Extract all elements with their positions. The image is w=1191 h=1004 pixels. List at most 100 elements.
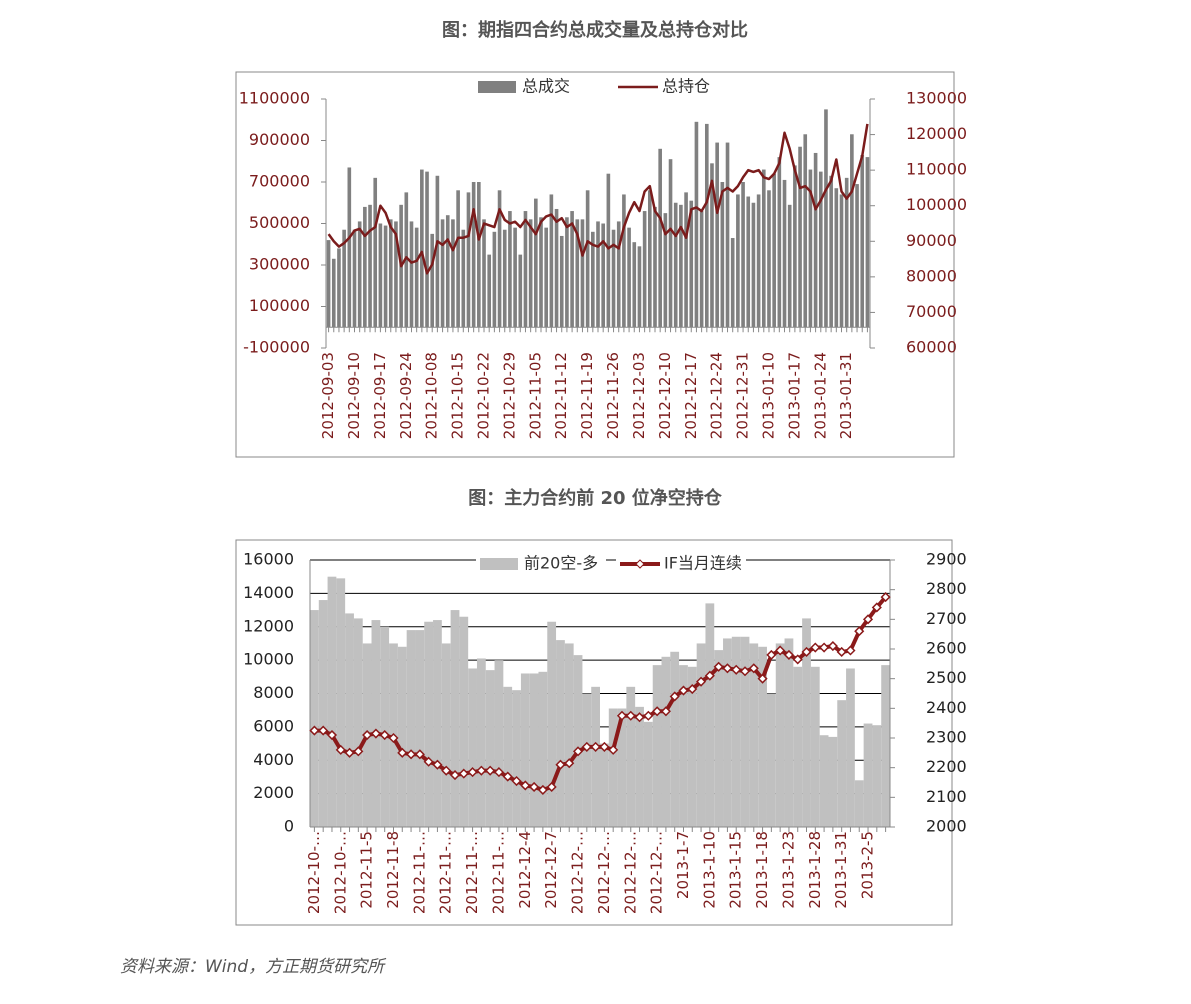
bar — [766, 693, 776, 827]
bar — [440, 219, 445, 328]
bar — [327, 576, 337, 827]
marker — [810, 642, 821, 653]
bar — [534, 198, 538, 328]
x-tick-label: 2013-1-31 — [832, 831, 850, 909]
bar — [617, 708, 627, 827]
bar — [818, 171, 823, 328]
x-tick-label: 2012-09-03 — [319, 352, 337, 439]
legend-box — [616, 553, 746, 575]
y-tick-label: 14000 — [243, 583, 294, 602]
bar — [736, 194, 740, 328]
bar — [342, 229, 346, 328]
marker — [678, 685, 689, 696]
bar — [658, 148, 662, 328]
bar — [394, 221, 398, 328]
x-tick-label: 2012-11-05 — [526, 352, 544, 439]
bar — [565, 217, 569, 328]
y-tick-label: 100000 — [249, 296, 310, 315]
x-tick-label: 2012-10-… — [305, 831, 323, 914]
bar — [468, 668, 477, 827]
y-tick-label: 500000 — [249, 213, 310, 232]
x-tick-label: 2012-09-17 — [371, 352, 389, 439]
marker — [757, 673, 768, 684]
y2-tick-label: 90000 — [906, 231, 957, 250]
x-tick-label: 2012-11-8 — [384, 831, 402, 909]
bar — [528, 219, 533, 328]
bar — [459, 616, 469, 827]
x-tick-label: 2012-12-… — [569, 831, 587, 914]
bar — [635, 706, 644, 827]
marker — [766, 649, 777, 660]
marker — [616, 710, 628, 721]
x-tick-label: 2013-01-31 — [837, 352, 855, 439]
marker — [748, 663, 759, 674]
bar — [326, 240, 331, 328]
marker — [634, 712, 645, 723]
bar — [485, 670, 495, 827]
x-tick-label: 2013-1-23 — [779, 831, 797, 909]
marker — [643, 710, 654, 721]
marker — [370, 728, 381, 739]
marker — [687, 683, 698, 695]
x-tick-label: 2013-01-17 — [785, 352, 803, 439]
y-tick-label: 1100000 — [239, 89, 310, 108]
x-tick-label: 2012-12-10 — [656, 352, 674, 439]
y2-tick-label: 2400 — [926, 698, 967, 717]
marker — [669, 691, 680, 702]
bar — [383, 225, 388, 328]
bar — [860, 155, 865, 328]
bar — [813, 152, 818, 328]
bar — [661, 656, 671, 827]
bar — [580, 219, 585, 328]
bar — [477, 182, 481, 328]
bar — [508, 211, 512, 328]
y-tick-label: 16000 — [243, 550, 294, 569]
chart-title: 图：主力合约前 20 位净空持仓 — [468, 487, 723, 509]
bar — [846, 668, 855, 827]
bar — [647, 190, 652, 328]
bar — [767, 190, 771, 328]
bar — [653, 206, 657, 328]
bar — [368, 204, 372, 328]
bar — [802, 618, 811, 827]
marker — [388, 732, 399, 744]
bar — [549, 194, 554, 328]
bar — [793, 666, 803, 827]
bar — [435, 175, 440, 328]
bar — [424, 621, 434, 827]
marker — [529, 781, 540, 793]
bar — [451, 219, 455, 328]
y2-tick-label: 120000 — [906, 124, 967, 143]
bar — [684, 192, 688, 328]
marker — [695, 676, 707, 687]
x-tick-label: 2012-10-29 — [500, 352, 518, 439]
bar — [642, 211, 647, 328]
bar — [663, 213, 668, 328]
bar — [456, 190, 460, 328]
bar — [777, 157, 782, 328]
bar — [466, 192, 471, 328]
bar — [740, 636, 750, 827]
bar — [761, 169, 766, 328]
bar — [643, 721, 653, 827]
bar — [353, 618, 363, 827]
y2-tick-label: 2200 — [926, 757, 967, 776]
marker — [353, 746, 364, 757]
bar — [715, 142, 719, 328]
bar — [810, 666, 820, 827]
x-tick-label: 2012-10-08 — [423, 352, 441, 439]
y-tick-label: 8000 — [253, 683, 294, 702]
bar — [433, 620, 442, 827]
bar — [404, 192, 409, 328]
legend-swatch — [480, 558, 518, 570]
bar — [679, 665, 688, 827]
x-tick-label: 2012-12-17 — [682, 352, 700, 439]
bar — [632, 242, 637, 328]
bar — [775, 643, 785, 827]
x-tick-label: 2012-10-22 — [475, 352, 493, 439]
bar — [600, 743, 609, 827]
marker — [625, 710, 636, 721]
x-tick-label: 2013-1-15 — [727, 831, 745, 909]
bar — [793, 165, 797, 328]
marker — [520, 780, 531, 791]
